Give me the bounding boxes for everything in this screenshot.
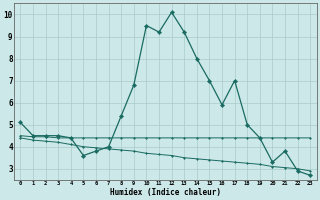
X-axis label: Humidex (Indice chaleur): Humidex (Indice chaleur) — [110, 188, 221, 197]
